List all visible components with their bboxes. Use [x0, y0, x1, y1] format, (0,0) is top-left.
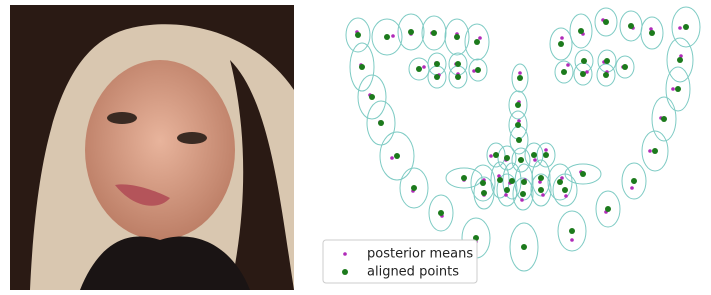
point [438, 210, 444, 216]
point [493, 152, 499, 158]
point [391, 34, 395, 38]
point [603, 19, 609, 25]
point [648, 149, 652, 153]
point [531, 152, 537, 158]
point [570, 238, 574, 242]
point [533, 158, 537, 162]
point [408, 29, 414, 35]
point [455, 74, 461, 80]
point [520, 191, 526, 197]
point [541, 193, 545, 197]
point [677, 57, 683, 63]
point [434, 61, 440, 67]
point [521, 179, 527, 185]
point [422, 65, 426, 69]
point [557, 179, 563, 185]
point [355, 32, 361, 38]
point [649, 30, 655, 36]
point [455, 61, 461, 67]
point [518, 71, 522, 75]
point [515, 102, 521, 108]
eye [107, 112, 137, 124]
point [504, 155, 510, 161]
point [384, 34, 390, 40]
legend: posterior means aligned points [323, 240, 477, 283]
point [515, 122, 521, 128]
legend-marker [343, 252, 347, 256]
figure: posterior means aligned points [0, 0, 711, 295]
point [521, 244, 527, 250]
point [544, 148, 548, 152]
point [538, 175, 544, 181]
point [390, 156, 394, 160]
point [569, 228, 575, 234]
point [605, 206, 611, 212]
point [578, 28, 584, 34]
point [359, 64, 365, 70]
point [678, 26, 682, 30]
legend-marker [342, 269, 348, 275]
point [520, 198, 524, 202]
point [480, 180, 486, 186]
point [394, 153, 400, 159]
point [538, 187, 544, 193]
point [622, 64, 628, 70]
point [564, 194, 568, 198]
point [558, 41, 564, 47]
point [475, 67, 481, 73]
point [517, 75, 523, 81]
point [378, 120, 384, 126]
point [516, 137, 522, 143]
point [543, 152, 549, 158]
point [561, 69, 567, 75]
point [369, 94, 375, 100]
point [566, 63, 570, 67]
point [603, 72, 609, 78]
point [504, 193, 508, 197]
point [509, 178, 515, 184]
point [675, 86, 681, 92]
photo [10, 5, 294, 290]
point [581, 58, 587, 64]
point [562, 187, 568, 193]
point [478, 36, 482, 40]
point [560, 36, 564, 40]
point [683, 24, 689, 30]
point [671, 87, 675, 91]
point [604, 58, 610, 64]
point [411, 185, 417, 191]
point [497, 177, 503, 183]
legend-label: posterior means [367, 247, 473, 262]
point [652, 148, 658, 154]
point [661, 116, 667, 122]
point [628, 23, 634, 29]
point [481, 190, 487, 196]
point [434, 74, 440, 80]
point [630, 186, 634, 190]
plot [346, 7, 700, 271]
point [631, 178, 637, 184]
face [85, 60, 235, 240]
point [518, 157, 524, 163]
point [416, 66, 422, 72]
point [431, 30, 437, 36]
point [580, 71, 586, 77]
point [504, 187, 510, 193]
point [489, 154, 493, 158]
legend-label: aligned points [367, 265, 459, 280]
point [461, 175, 467, 181]
point [580, 171, 586, 177]
point [454, 34, 460, 40]
eye [177, 132, 207, 144]
point [474, 39, 480, 45]
